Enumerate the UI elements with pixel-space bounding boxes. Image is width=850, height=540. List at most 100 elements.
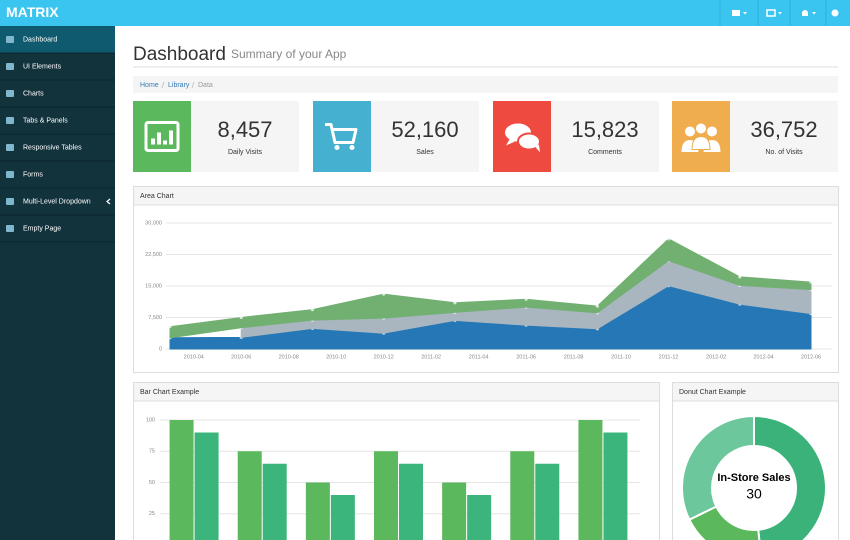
stat-value: 8,457 <box>217 117 272 142</box>
nav-button[interactable] <box>719 0 747 26</box>
area-point <box>453 301 457 305</box>
stat-icon <box>163 140 167 145</box>
stat-icon <box>169 130 173 145</box>
bar <box>510 451 535 540</box>
stat-card: 15,823 Comments <box>493 101 659 172</box>
breadcrumb-item[interactable]: Library <box>168 82 190 89</box>
nav-button[interactable] <box>757 0 782 26</box>
sidebar-icon <box>6 171 14 178</box>
area <box>169 238 812 339</box>
x-tick-label: 2010-04 <box>184 354 204 360</box>
x-tick-label: 2011-02 <box>421 354 441 360</box>
stat-icon <box>691 135 711 150</box>
stat-icon <box>695 122 707 135</box>
sidebar-item[interactable]: Responsive Tables <box>0 144 115 162</box>
brand[interactable]: MATRIX <box>6 4 59 20</box>
stat-value: 36,752 <box>750 117 817 142</box>
bar <box>578 420 603 540</box>
area-point <box>310 307 315 312</box>
panel-title: Bar Chart Example <box>140 389 199 396</box>
bar <box>194 432 219 540</box>
bar <box>442 482 467 540</box>
x-tick-label: 2012-02 <box>706 354 726 360</box>
donut-hole <box>713 447 795 529</box>
sidebar-label: Forms <box>23 171 43 178</box>
nav-icon <box>831 9 839 17</box>
y-tick-label: 75 <box>149 449 155 455</box>
x-tick-label: 2011-04 <box>469 354 489 360</box>
y-tick-label: 22,500 <box>145 252 162 258</box>
sidebar-item[interactable]: Charts <box>0 90 115 108</box>
page-subtitle: Summary of your App <box>231 47 347 61</box>
area-point <box>239 315 243 320</box>
y-tick-label: 0 <box>159 346 162 352</box>
sidebar-icon <box>6 225 14 232</box>
nav-button[interactable] <box>789 0 816 26</box>
y-tick-label: 50 <box>149 480 155 486</box>
panel-title: Donut Chart Example <box>679 389 746 396</box>
sidebar-active <box>0 26 115 53</box>
area-point <box>738 275 742 279</box>
area-point <box>809 280 813 284</box>
donut-segment[interactable] <box>681 414 755 522</box>
sidebar-icon <box>6 144 14 151</box>
sidebar-icon <box>6 198 14 205</box>
breadcrumb <box>133 76 838 93</box>
stat-label: Comments <box>588 149 622 156</box>
nav-caret <box>812 12 816 15</box>
stat-card: 36,752 No. of Visits <box>672 101 838 172</box>
y-tick-label: 100 <box>146 417 155 423</box>
sidebar-label: UI Elements <box>23 63 62 70</box>
stat-icon <box>684 125 696 138</box>
bar <box>169 420 194 540</box>
donut-center-value: 30 <box>746 486 762 502</box>
sidebar-label: Multi-Level Dropdown <box>23 198 91 205</box>
x-tick-label: 2012-06 <box>801 354 821 360</box>
y-tick-label: 15,000 <box>145 283 162 289</box>
sidebar-item[interactable]: Tabs & Panels <box>0 117 115 135</box>
stat-label: Sales <box>416 149 434 156</box>
page-title: Dashboard <box>133 44 226 65</box>
sidebar-label: Charts <box>23 90 44 97</box>
nav-caret <box>778 12 782 15</box>
sidebar-item[interactable]: Multi-Level Dropdown <box>0 198 115 216</box>
y-tick-label: 25 <box>149 511 155 517</box>
breadcrumb-separator <box>191 81 195 89</box>
x-tick-label: 2011-08 <box>564 354 584 360</box>
bar <box>374 451 398 540</box>
stat-card: 8,457 Daily Visits <box>133 101 299 172</box>
sidebar-icon <box>6 63 14 70</box>
stat-value: 52,160 <box>391 117 458 142</box>
bar <box>399 463 423 540</box>
stat-icon-box <box>133 101 191 172</box>
nav-icon <box>802 10 808 16</box>
breadcrumb-separator <box>161 81 165 89</box>
x-tick-label: 2010-06 <box>231 354 251 360</box>
bar <box>603 432 628 540</box>
nav-caret <box>743 12 747 15</box>
stat-icon <box>144 121 180 152</box>
nav-button[interactable] <box>825 0 839 26</box>
donut-center-label: In-Store Sales <box>717 472 790 484</box>
donut-segment[interactable] <box>753 414 828 540</box>
y-tick-label: 7,500 <box>148 315 162 321</box>
sidebar-item[interactable]: Dashboard <box>0 26 115 54</box>
stat-icon <box>157 132 161 145</box>
sidebar-item[interactable]: Empty Page <box>0 225 115 243</box>
stat-icon <box>349 145 355 150</box>
bar <box>330 495 355 540</box>
bar <box>535 463 560 540</box>
bar <box>305 482 330 540</box>
stat-icon <box>506 138 515 146</box>
x-tick-label: 2010-08 <box>279 354 299 360</box>
sidebar-item[interactable]: UI Elements <box>0 63 115 81</box>
stat-icon <box>517 132 541 151</box>
breadcrumb-item[interactable]: Home <box>140 82 159 89</box>
breadcrumb-item: Data <box>198 82 213 89</box>
sidebar-label: Responsive Tables <box>23 144 82 151</box>
sidebar-item[interactable]: Forms <box>0 171 115 189</box>
area-point <box>168 325 172 329</box>
stat-card: 52,160 Sales <box>313 101 479 172</box>
area-point <box>595 304 599 308</box>
